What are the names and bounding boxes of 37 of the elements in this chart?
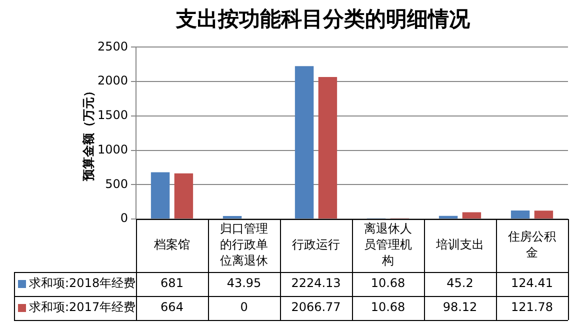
data-label: 664 (160, 300, 184, 314)
y-tick-label: 500 (105, 176, 128, 191)
bar (222, 216, 242, 218)
legend-label: 求和项:2018年经费 (29, 276, 136, 290)
chart-title: 支出按功能科目分类的明细情况 (175, 7, 471, 32)
y-tick-label: 0 (120, 211, 128, 226)
y-tick-label: 2500 (97, 39, 128, 54)
x-tick-label: 离退休人员管理机构 (364, 222, 412, 268)
bar (150, 172, 170, 218)
bar (462, 212, 482, 218)
data-label: 98.12 (442, 300, 478, 314)
data-label: 10.68 (370, 276, 406, 290)
y-tick-label: 1500 (97, 108, 128, 122)
data-label: 10.68 (370, 300, 406, 314)
bar (510, 210, 530, 218)
bar (534, 210, 554, 218)
legend-label: 求和项:2017年经费 (29, 300, 136, 314)
x-tick-label: 归口管理的行政单位离退休 (220, 222, 268, 268)
data-label: 681 (160, 276, 184, 290)
data-label: 43.95 (226, 276, 262, 290)
y-tick-label: 2000 (97, 74, 128, 88)
data-label: 0 (240, 300, 248, 314)
x-tick-label: 住房公积金 (507, 230, 556, 260)
bar (174, 173, 194, 218)
y-axis-title: 预算金额（万元） (81, 85, 96, 182)
bar (294, 66, 314, 218)
bar (318, 76, 338, 218)
y-tick-label: 1000 (97, 142, 128, 156)
data-label: 45.2 (446, 276, 474, 290)
data-label: 121.78 (511, 300, 553, 314)
bar (438, 216, 458, 218)
data-label: 2224.13 (291, 276, 341, 290)
data-label: 124.41 (511, 276, 553, 290)
x-tick-label: 培训支出 (435, 238, 484, 252)
x-tick-label: 档案馆 (153, 238, 190, 252)
data-label: 2066.77 (291, 300, 341, 314)
x-tick-label: 行政运行 (292, 238, 340, 252)
